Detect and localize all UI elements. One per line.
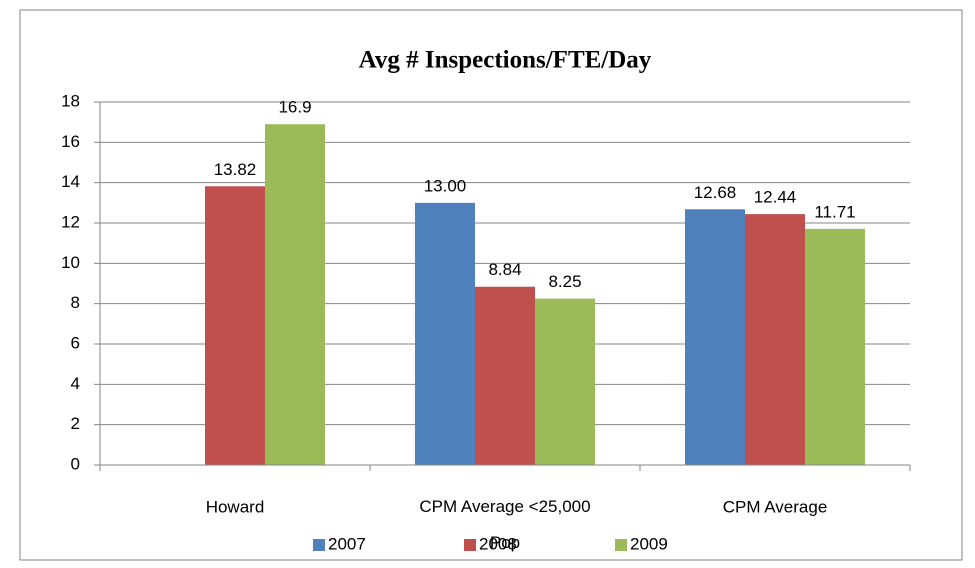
y-tick-label: 6	[71, 333, 80, 352]
data-label: 8.25	[548, 272, 581, 291]
y-tick-label: 12	[61, 212, 80, 231]
y-tick-label: 14	[61, 172, 80, 191]
bar	[415, 202, 475, 466]
data-label: 11.71	[814, 202, 855, 221]
bar	[745, 214, 805, 465]
bar	[805, 228, 865, 465]
x-tick-label: Howard	[206, 497, 265, 516]
legend-swatch	[313, 539, 325, 551]
chart-title: Avg # Inspections/FTE/Day	[359, 47, 652, 74]
bar	[535, 298, 595, 465]
y-tick-label: 0	[71, 454, 80, 473]
data-label: 8.84	[488, 260, 521, 279]
y-tick-label: 4	[71, 374, 80, 393]
x-tick-label: CPM Average <25,000 Pop	[419, 497, 590, 552]
y-tick-label: 18	[61, 91, 80, 110]
y-tick-label: 8	[71, 293, 80, 312]
legend-label: 2007	[328, 534, 366, 553]
legend-swatch	[615, 539, 627, 551]
bar	[265, 124, 325, 465]
bar	[475, 286, 535, 465]
x-tick-label: CPM Average	[723, 497, 828, 516]
x-tick-label-line: CPM Average <25,000	[419, 497, 590, 516]
y-tick-label: 2	[71, 414, 80, 433]
y-tick-label: 16	[61, 132, 80, 151]
data-label: 12.68	[694, 183, 737, 202]
legend-label: 2009	[630, 534, 668, 553]
x-tick-label-line: Pop	[490, 533, 520, 552]
y-tick-label: 10	[61, 253, 80, 272]
data-label: 13.00	[424, 176, 467, 195]
bar	[685, 209, 745, 465]
legend-label: 2008	[479, 534, 517, 553]
data-label: 16.9	[278, 98, 311, 117]
legend-swatch	[464, 539, 476, 551]
data-label: 12.44	[754, 188, 797, 207]
bar	[205, 186, 265, 465]
data-label: 13.82	[214, 160, 257, 179]
